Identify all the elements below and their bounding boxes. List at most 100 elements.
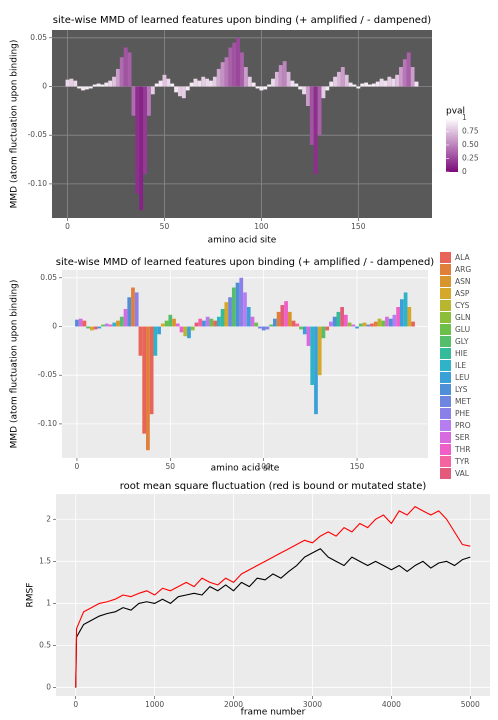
bar: [197, 80, 202, 87]
bar: [325, 86, 330, 91]
bar: [255, 86, 260, 89]
x-tick-label: 4000: [382, 700, 401, 709]
bar: [282, 61, 287, 87]
bar: [379, 78, 384, 87]
bar: [373, 321, 378, 327]
bar: [232, 42, 237, 87]
bar: [93, 326, 98, 330]
bar: [202, 320, 206, 327]
bar: [216, 316, 221, 327]
bar: [201, 76, 206, 87]
legend-label: CYS: [455, 301, 470, 310]
bar: [313, 86, 318, 175]
legend-swatch: [440, 336, 451, 347]
bar: [142, 326, 147, 434]
bar: [104, 323, 109, 327]
bar: [290, 80, 295, 87]
plot-background: [56, 494, 490, 696]
bar: [119, 57, 124, 87]
bar: [82, 320, 87, 327]
legend-swatch: [440, 432, 451, 443]
bar: [178, 86, 182, 97]
bar: [302, 86, 306, 95]
bar: [370, 323, 374, 327]
bar: [174, 86, 179, 93]
line-series: [75, 506, 471, 688]
bar: [150, 86, 155, 95]
legend-label: TYR: [454, 457, 469, 466]
legend-label: LYS: [455, 385, 468, 394]
bar: [343, 314, 348, 327]
bar: [149, 326, 154, 415]
bar: [410, 67, 415, 87]
bar: [280, 305, 285, 327]
bar: [146, 326, 150, 451]
bar: [108, 324, 113, 327]
bar: [84, 86, 89, 90]
bar: [77, 86, 82, 89]
bar: [360, 83, 365, 87]
bar: [216, 68, 221, 87]
bar: [254, 322, 259, 327]
bar: [392, 314, 397, 327]
bar: [399, 67, 403, 87]
bar: [368, 84, 372, 87]
bar: [406, 52, 411, 87]
chart-title: site-wise MMD of learned features upon b…: [53, 15, 431, 26]
bar: [291, 320, 296, 327]
bar: [138, 326, 143, 356]
y-tick-label: 0: [52, 321, 57, 330]
bar: [119, 316, 124, 327]
bar: [352, 84, 357, 87]
bar: [240, 52, 244, 87]
bar: [250, 316, 255, 327]
bar: [371, 83, 376, 87]
bar: [276, 311, 281, 327]
y-tick-label: -0.05: [28, 130, 48, 139]
bar: [212, 76, 217, 87]
colorbar-tick-label: 0: [462, 167, 467, 176]
bar: [325, 326, 330, 331]
bar: [309, 86, 314, 145]
bar: [104, 82, 109, 87]
bar: [160, 323, 165, 327]
legend-label: ALA: [455, 253, 470, 262]
bar: [362, 322, 367, 327]
y-tick-label: 0.05: [40, 273, 57, 282]
bar: [302, 326, 307, 335]
bar: [131, 287, 135, 327]
bar: [265, 326, 270, 330]
y-axis-label: MMD (atom fluctuation upon binding): [10, 280, 20, 449]
bar: [198, 318, 203, 327]
bar: [86, 326, 91, 329]
bar: [267, 84, 272, 87]
bar: [333, 76, 337, 87]
bar: [332, 316, 337, 327]
bar: [258, 326, 262, 329]
bar: [407, 307, 412, 327]
bar: [381, 320, 386, 327]
bar: [162, 74, 167, 87]
bar: [317, 86, 322, 136]
legend-swatch: [440, 348, 451, 359]
bar: [154, 83, 159, 87]
bar: [123, 47, 128, 87]
x-tick-label: 1000: [145, 700, 164, 709]
bar: [395, 74, 400, 87]
bar: [69, 78, 74, 87]
bar: [269, 324, 274, 327]
bar: [243, 292, 247, 327]
legend-swatch: [440, 324, 451, 335]
colorbar-tick-label: 1: [462, 113, 467, 122]
bar: [321, 86, 326, 99]
bar: [329, 321, 333, 327]
legend-label: SER: [455, 433, 470, 442]
colorbar-tick-label: 0.50: [462, 140, 479, 149]
bar: [236, 37, 241, 87]
bar: [213, 320, 217, 327]
x-tick-label: 0: [73, 700, 78, 709]
bar: [224, 302, 229, 327]
bar: [364, 82, 369, 87]
bar: [112, 76, 116, 87]
